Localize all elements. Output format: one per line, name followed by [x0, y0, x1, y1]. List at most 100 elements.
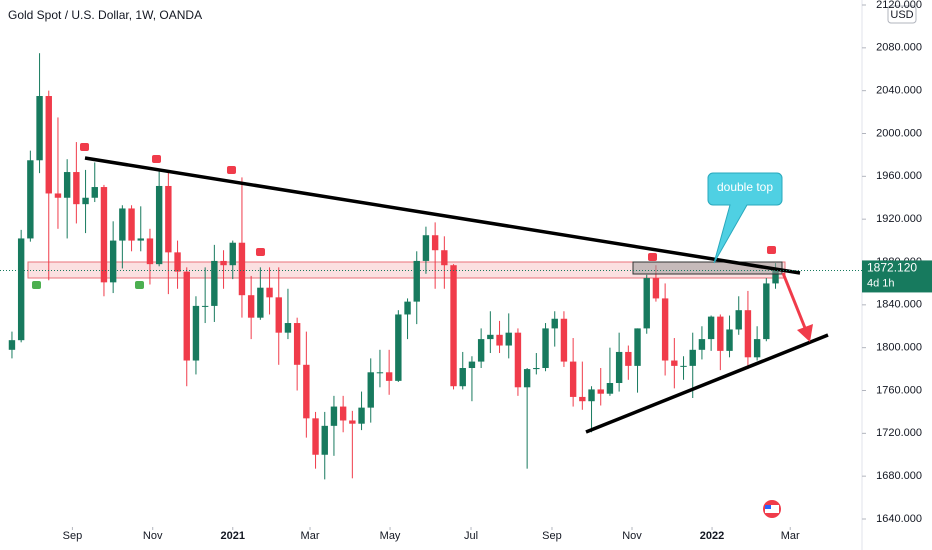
candle-body	[73, 172, 80, 205]
callout-text: double top	[717, 180, 773, 194]
y-tick-label: 1640.000	[876, 513, 922, 525]
candle-body	[293, 323, 301, 365]
candle-body	[542, 328, 549, 369]
candle-body	[606, 383, 614, 394]
x-tick-label: Sep	[542, 530, 562, 542]
candle-body	[266, 287, 273, 298]
candle-body	[27, 160, 34, 239]
x-tick-label: Mar	[301, 530, 320, 542]
y-tick-label: 2000.000	[876, 127, 922, 139]
candle-body	[514, 332, 522, 388]
candle-body	[82, 197, 89, 205]
countdown: 4d 1h	[867, 277, 895, 289]
x-tick-label: Nov	[143, 530, 163, 542]
candle-body	[404, 301, 411, 315]
candle-body	[174, 252, 181, 272]
candle-body	[385, 372, 393, 381]
x-tick-label: Sep	[63, 530, 83, 542]
candle-body	[109, 240, 117, 283]
candle-body	[137, 238, 144, 241]
candle-body	[395, 314, 402, 381]
x-tick-label: 2022	[700, 530, 724, 542]
y-tick-label: 1840.000	[876, 299, 922, 311]
candle-body	[8, 340, 16, 350]
candle-body	[487, 334, 494, 340]
buy-icons	[32, 281, 144, 289]
candle-body	[569, 361, 577, 397]
x-tick-label: 2021	[221, 530, 245, 542]
candle-body	[349, 420, 356, 424]
x-tick-label: Jul	[464, 530, 478, 542]
sell-icons	[80, 143, 776, 261]
y-tick-label: 1800.000	[876, 342, 922, 354]
candle-body	[275, 297, 282, 333]
y-tick-label: 2040.000	[876, 85, 922, 97]
currency: USD	[890, 9, 913, 21]
candle-body	[551, 318, 558, 329]
candle-body	[643, 278, 650, 329]
candle-body	[597, 389, 604, 394]
candle-body	[247, 295, 255, 318]
candle-body	[744, 310, 752, 358]
candle-body	[450, 265, 457, 387]
candle-body	[523, 369, 531, 388]
candle-body	[560, 318, 568, 362]
y-tick-label: 1960.000	[876, 170, 922, 182]
candle-body	[330, 406, 338, 426]
candle-body	[220, 260, 227, 266]
candle-body	[707, 316, 715, 340]
candle-body	[717, 316, 724, 351]
candle-body	[45, 96, 52, 194]
candle-body	[119, 208, 126, 241]
candle-body	[128, 208, 135, 241]
candle-body	[257, 287, 264, 318]
x-tick-label: Mar	[781, 530, 800, 542]
calendar-icon	[763, 500, 781, 518]
candle-body	[652, 278, 660, 299]
candle-body	[91, 187, 98, 198]
candle-body	[413, 260, 420, 302]
candle-body	[422, 235, 430, 261]
currency-box	[887, 5, 917, 24]
candle-body	[238, 242, 246, 296]
candle-body	[284, 323, 292, 333]
x-tick-label: Nov	[622, 530, 642, 542]
candle-body	[339, 406, 347, 421]
candle-body	[505, 332, 512, 346]
candle-body	[100, 187, 108, 283]
candle-body	[54, 193, 62, 198]
chart-title: Gold Spot / U.S. Dollar, 1W, OANDA	[8, 8, 202, 22]
y-tick-label: 2120.000	[876, 0, 922, 11]
candle-body	[63, 172, 71, 198]
candle-body	[17, 238, 25, 341]
candle-body	[735, 310, 742, 330]
candle-body	[477, 339, 485, 362]
candle-body	[763, 283, 770, 340]
candle-body	[671, 360, 678, 366]
callout	[707, 172, 783, 264]
candle-body	[431, 235, 439, 251]
candle-body	[367, 372, 374, 408]
candle-body	[698, 339, 706, 350]
candle-body	[661, 298, 669, 361]
candle-body	[468, 361, 476, 369]
last-price-label: 1872.120	[867, 261, 917, 275]
candle-body	[441, 250, 448, 266]
candle-body	[229, 242, 236, 266]
candle-body	[615, 351, 623, 384]
candle-body	[689, 349, 696, 366]
candle-body	[303, 364, 310, 419]
candle-body	[588, 389, 595, 402]
lower-trendline	[585, 333, 829, 434]
candle-body	[146, 238, 154, 265]
y-tick-label: 2080.000	[876, 42, 922, 54]
candle-body	[312, 418, 319, 455]
candle-body	[680, 365, 687, 367]
y-tick-label: 1720.000	[876, 427, 922, 439]
candle-body	[496, 334, 503, 346]
y-tick-label: 1760.000	[876, 384, 922, 396]
candle-body	[211, 260, 218, 306]
candle-body	[625, 351, 632, 366]
candle-body	[36, 96, 43, 161]
